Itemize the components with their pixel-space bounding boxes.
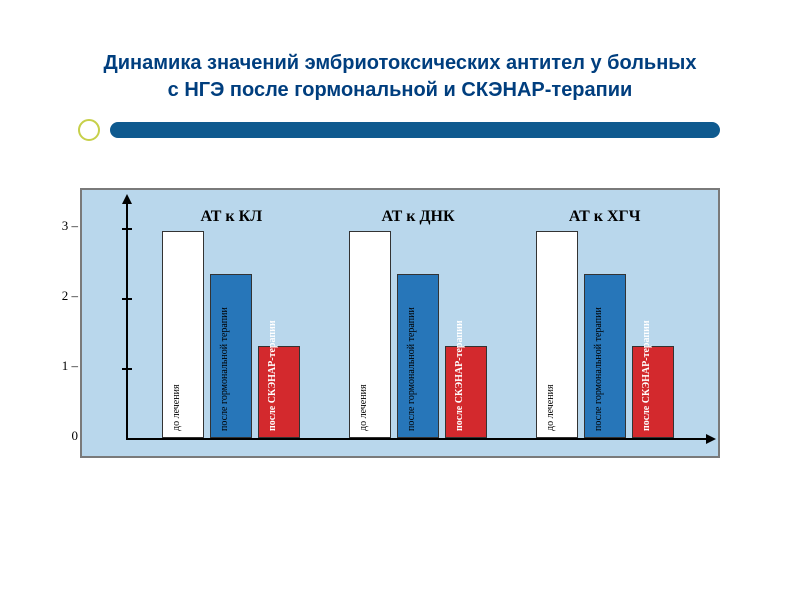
ytick-mark-2 bbox=[122, 298, 132, 300]
title-line-2: с НГЭ после гормональной и СКЭНАР-терапи… bbox=[168, 79, 633, 101]
title-line-1: Динамика значений эмбриотоксических анти… bbox=[103, 52, 696, 74]
underline-dot-icon bbox=[78, 119, 100, 141]
bar: после гормональной терапии bbox=[584, 274, 626, 438]
bar: после СКЭНАР-терапии bbox=[258, 346, 300, 438]
bar-label: после гормональной терапии bbox=[406, 307, 417, 431]
group-label: АТ к КЛ bbox=[138, 208, 325, 226]
title-underline bbox=[40, 122, 760, 140]
ytick-3: 3 – bbox=[62, 218, 78, 234]
x-axis bbox=[126, 438, 708, 440]
bar-label: после СКЭНАР-терапии bbox=[454, 320, 465, 431]
y-axis-arrow-icon bbox=[122, 194, 132, 204]
bar-label: после СКЭНАР-терапии bbox=[267, 320, 278, 431]
ytick-2: 2 – bbox=[62, 288, 78, 304]
bar-groups: АТ к КЛдо леченияпосле гормональной тера… bbox=[138, 212, 698, 438]
bar-group-1: АТ к ДНКдо леченияпосле гормональной тер… bbox=[325, 212, 512, 438]
ytick-1: 1 – bbox=[62, 358, 78, 374]
ytick-0: 0 bbox=[72, 428, 79, 444]
bar-label: до лечения bbox=[358, 384, 369, 431]
bar: после СКЭНАР-терапии bbox=[632, 346, 674, 438]
group-label: АТ к ДНК bbox=[325, 208, 512, 226]
bar-label: после гормональной терапии bbox=[593, 307, 604, 431]
chart: 0 1 – 2 – 3 – АТ к КЛдо леченияпосле гор… bbox=[80, 188, 720, 458]
bar-label: после гормональной терапии bbox=[219, 307, 230, 431]
bar-group-2: АТ к ХГЧдо леченияпосле гормональной тер… bbox=[511, 212, 698, 438]
bar: до лечения bbox=[162, 231, 204, 438]
x-axis-arrow-icon bbox=[706, 434, 716, 444]
bar-label: до лечения bbox=[171, 384, 182, 431]
bar: после СКЭНАР-терапии bbox=[445, 346, 487, 438]
group-label: АТ к ХГЧ bbox=[511, 208, 698, 226]
bar-label: до лечения bbox=[545, 384, 556, 431]
slide-title: Динамика значений эмбриотоксических анти… bbox=[40, 50, 760, 104]
bar: после гормональной терапии bbox=[397, 274, 439, 438]
bar-label: после СКЭНАР-терапии bbox=[641, 320, 652, 431]
ytick-mark-3 bbox=[122, 228, 132, 230]
bar: до лечения bbox=[349, 231, 391, 438]
y-axis bbox=[126, 202, 128, 440]
bar: после гормональной терапии bbox=[210, 274, 252, 438]
slide: Динамика значений эмбриотоксических анти… bbox=[0, 0, 800, 600]
underline-bar bbox=[110, 122, 720, 138]
bar-group-0: АТ к КЛдо леченияпосле гормональной тера… bbox=[138, 212, 325, 438]
ytick-mark-1 bbox=[122, 368, 132, 370]
bar: до лечения bbox=[536, 231, 578, 438]
y-axis-labels: 0 1 – 2 – 3 – bbox=[54, 190, 78, 456]
